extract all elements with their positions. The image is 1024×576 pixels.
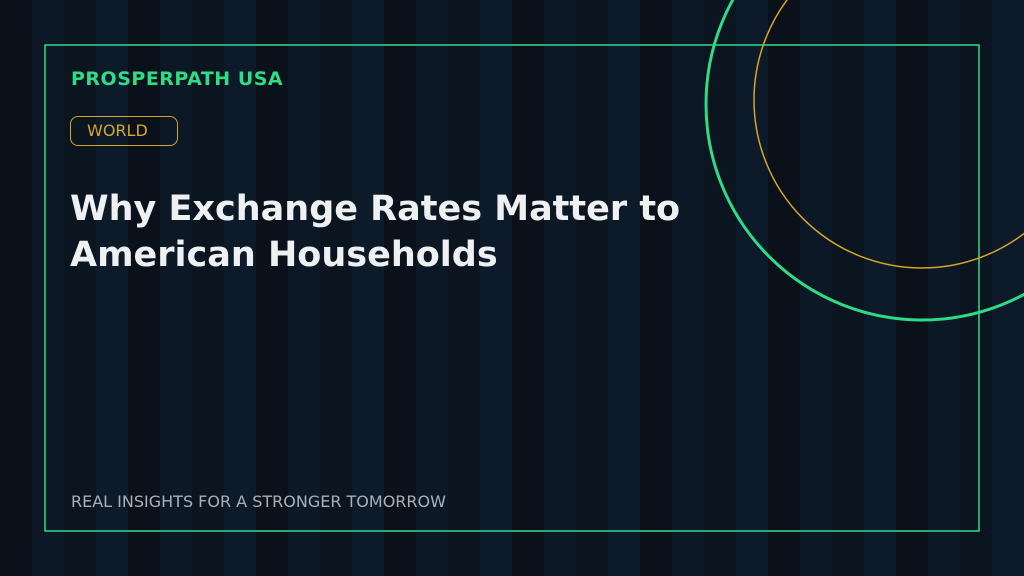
stripe bbox=[608, 0, 640, 576]
ring-outer bbox=[704, 0, 1024, 322]
stripe bbox=[576, 0, 608, 576]
stripe bbox=[32, 0, 64, 576]
stripe bbox=[768, 0, 800, 576]
stripe bbox=[128, 0, 160, 576]
stripe bbox=[896, 0, 928, 576]
stripe bbox=[672, 0, 704, 576]
stripe bbox=[320, 0, 352, 576]
stripe bbox=[416, 0, 448, 576]
frame bbox=[44, 44, 980, 532]
headline-line: American Households bbox=[70, 235, 498, 275]
stripe bbox=[864, 0, 896, 576]
stripe bbox=[0, 0, 32, 576]
stripe bbox=[288, 0, 320, 576]
stripe bbox=[640, 0, 672, 576]
stripe bbox=[544, 0, 576, 576]
stripe bbox=[352, 0, 384, 576]
stripe bbox=[96, 0, 128, 576]
stripe bbox=[192, 0, 224, 576]
stripe bbox=[256, 0, 288, 576]
stripe bbox=[160, 0, 192, 576]
headline: Why Exchange Rates Matter to American Ho… bbox=[70, 186, 680, 278]
stripe bbox=[512, 0, 544, 576]
category-tag: WORLD bbox=[70, 116, 178, 146]
stripe bbox=[928, 0, 960, 576]
stripe bbox=[832, 0, 864, 576]
stripe bbox=[448, 0, 480, 576]
tagline: REAL INSIGHTS FOR A STRONGER TOMORROW bbox=[71, 492, 446, 511]
stripe bbox=[800, 0, 832, 576]
headline-line: Why Exchange Rates Matter to bbox=[70, 189, 681, 229]
stripe bbox=[64, 0, 96, 576]
stripe bbox=[704, 0, 736, 576]
stripe bbox=[992, 0, 1024, 576]
brand: PROSPERPATH USA bbox=[71, 68, 284, 90]
stripe bbox=[224, 0, 256, 576]
stripe bbox=[960, 0, 992, 576]
stripe bbox=[384, 0, 416, 576]
ring-inner bbox=[753, 0, 1024, 269]
stripe bbox=[736, 0, 768, 576]
stripe bbox=[480, 0, 512, 576]
